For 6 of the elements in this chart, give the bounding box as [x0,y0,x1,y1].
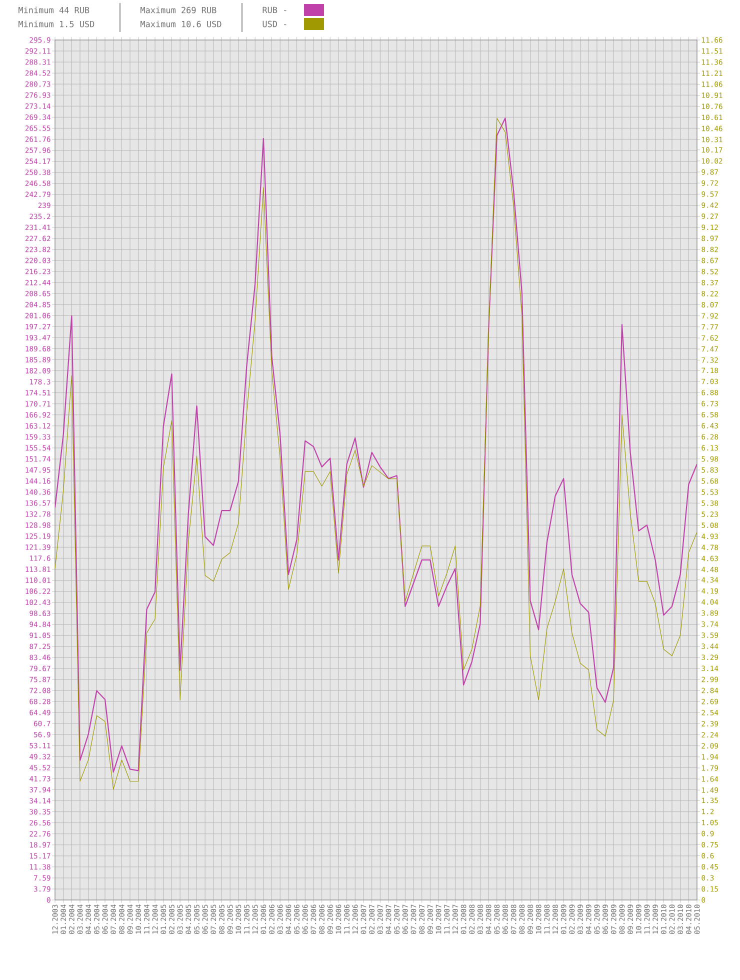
legend-label: RUB - [262,6,286,14]
legend-label: USD - [262,20,286,28]
text: Maximum 269 RUB [140,6,216,14]
text: Minimum 44 RUB [18,6,90,14]
text: Minimum 1.5 USD [18,20,94,28]
text: Maximum 10.6 USD [140,20,222,28]
